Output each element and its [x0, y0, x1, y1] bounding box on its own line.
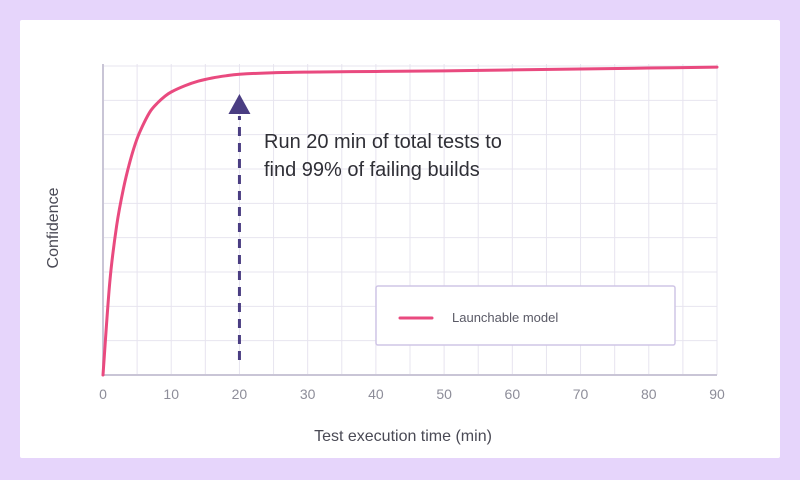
x-tick-label: 60	[505, 386, 521, 402]
x-tick-label: 80	[641, 386, 657, 402]
x-tick-label: 40	[368, 386, 384, 402]
axes	[102, 64, 717, 376]
x-axis-title: Test execution time (min)	[314, 428, 492, 445]
annotation-line-1: Run 20 min of total tests to	[264, 131, 502, 153]
legend: Launchable model	[375, 285, 676, 346]
annotation-arrow-head	[228, 94, 251, 114]
legend-label: Launchable model	[452, 310, 558, 325]
annotation	[228, 94, 251, 360]
x-tick-label: 0	[99, 386, 107, 402]
x-tick-labels: 0 10 20 30 40 50 60 70 80 90	[99, 386, 725, 402]
x-tick-label: 10	[163, 386, 179, 402]
x-tick-label: 70	[573, 386, 589, 402]
annotation-line-2: find 99% of failing builds	[264, 159, 480, 181]
x-tick-label: 30	[300, 386, 316, 402]
series-layer	[101, 65, 719, 377]
x-tick-label: 20	[232, 386, 248, 402]
x-tick-label: 50	[436, 386, 452, 402]
chart-card	[20, 20, 780, 458]
y-axis-title: Confidence	[45, 187, 62, 268]
series-line-launchable-model	[101, 65, 719, 377]
legend-box	[375, 285, 676, 346]
x-tick-label: 90	[709, 386, 725, 402]
